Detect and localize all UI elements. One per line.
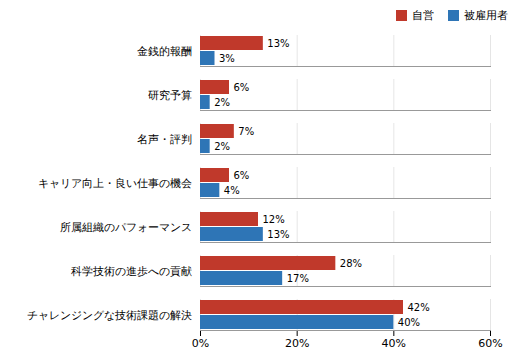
svg-text:2%: 2% — [214, 141, 230, 152]
svg-text:所属組織のパフォーマンス: 所属組織のパフォーマンス — [60, 221, 192, 234]
svg-text:28%: 28% — [340, 258, 362, 269]
svg-text:17%: 17% — [287, 273, 309, 284]
svg-text:40%: 40% — [398, 317, 420, 328]
svg-text:3%: 3% — [219, 53, 235, 64]
svg-text:0%: 0% — [192, 337, 209, 350]
svg-text:20%: 20% — [285, 337, 309, 350]
svg-text:40%: 40% — [382, 337, 406, 350]
svg-text:13%: 13% — [267, 229, 289, 240]
svg-text:科学技術の進歩への貢献: 科学技術の進歩への貢献 — [71, 265, 192, 278]
html-text:自営: 自営 — [412, 8, 434, 22]
svg-text:6%: 6% — [234, 170, 250, 181]
svg-text:42%: 42% — [408, 302, 430, 313]
svg-text:7%: 7% — [238, 126, 254, 137]
svg-text:4%: 4% — [224, 185, 240, 196]
svg-text:チャレンジングな技術課題の解決: チャレンジングな技術課題の解決 — [27, 309, 192, 322]
svg-text:6%: 6% — [234, 82, 250, 93]
svg-text:13%: 13% — [267, 38, 289, 49]
svg-text:キャリア向上・良い仕事の機会: キャリア向上・良い仕事の機会 — [38, 177, 192, 190]
svg-text:研究予算: 研究予算 — [148, 89, 192, 102]
svg-text:金銭的報酬: 金銭的報酬 — [137, 45, 192, 58]
html-text:被雇用者: 被雇用者 — [464, 8, 508, 22]
svg-text:2%: 2% — [214, 97, 230, 108]
svg-text:名声・評判: 名声・評判 — [137, 133, 192, 146]
svg-text:12%: 12% — [263, 214, 285, 225]
svg-text:60%: 60% — [478, 337, 502, 350]
